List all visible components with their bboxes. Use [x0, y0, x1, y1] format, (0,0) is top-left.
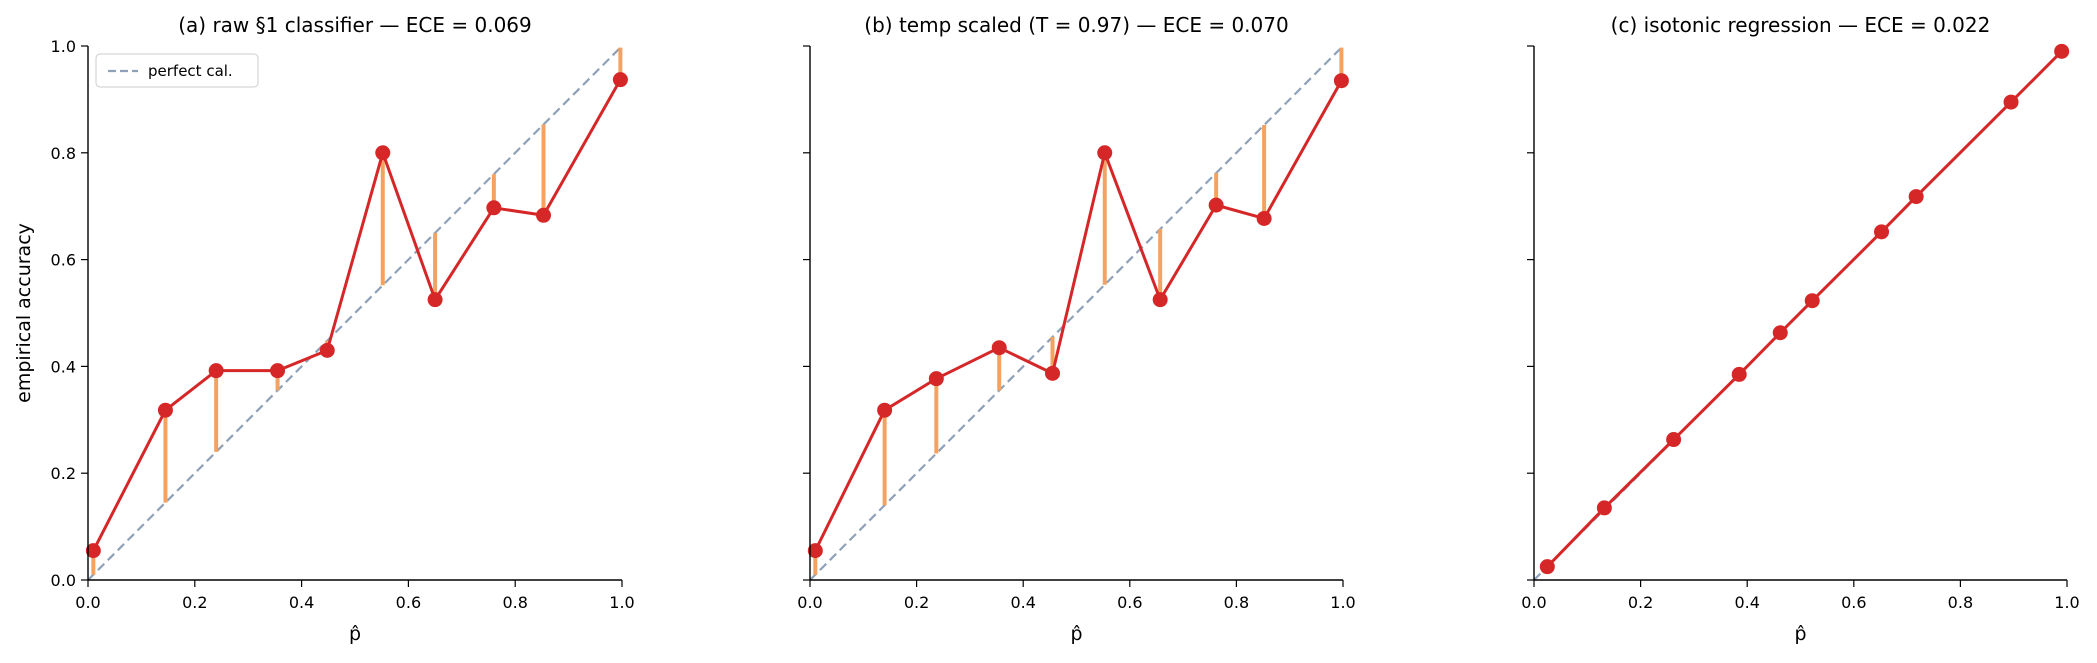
data-point — [612, 72, 628, 88]
data-point — [157, 402, 173, 418]
y-tick-label: 0.4 — [51, 357, 76, 376]
data-point — [807, 543, 823, 559]
x-tick-label: 0.8 — [502, 593, 527, 612]
reliability-curve — [1546, 50, 2063, 568]
x-tick-label: 0.6 — [1841, 593, 1866, 612]
x-tick-label: 0.8 — [1224, 593, 1249, 612]
data-point — [1731, 366, 1747, 382]
y-tick-label: 0.0 — [51, 571, 76, 590]
panel-c: (c) isotonic regression — ECE = 0.022 0.0… — [1521, 13, 2079, 645]
panel-title: (b) temp scaled (T = 0.97) — ECE = 0.070 — [864, 13, 1288, 37]
x-tick-label: 0.0 — [797, 593, 822, 612]
y-axis-label: empirical accuracy — [13, 223, 35, 403]
x-tick-label: 1.0 — [609, 593, 634, 612]
data-point — [2003, 94, 2019, 110]
data-point — [1666, 432, 1682, 448]
data-point — [208, 363, 224, 379]
data-point — [1804, 293, 1820, 309]
data-point — [1045, 365, 1061, 381]
panel-title: (a) raw §1 classifier — ECE = 0.069 — [178, 13, 532, 37]
x-axis-label: p̂ — [349, 623, 361, 645]
y-tick-label: 0.6 — [51, 251, 76, 270]
panel-b: (b) temp scaled (T = 0.97) — ECE = 0.070… — [797, 13, 1355, 645]
x-tick-label: 0.2 — [182, 593, 207, 612]
data-point — [427, 292, 443, 308]
legend: perfect cal. — [95, 53, 259, 88]
x-tick-label: 0.8 — [1948, 593, 1973, 612]
y-tick-label: 0.8 — [51, 144, 76, 163]
x-tick-label: 1.0 — [2054, 593, 2079, 612]
panel-a: (a) raw §1 classifier — ECE = 0.069 0.0 0.… — [13, 13, 635, 645]
data-point — [2054, 43, 2070, 59]
data-point — [1097, 145, 1113, 161]
data-point — [85, 543, 101, 559]
x-tick-label: 0.0 — [1521, 593, 1546, 612]
data-point — [319, 342, 335, 358]
x-tick-label: 0.4 — [289, 593, 314, 612]
data-point — [1333, 73, 1349, 89]
data-point — [1874, 224, 1890, 240]
x-tick-label: 0.4 — [1734, 593, 1759, 612]
data-point — [270, 363, 286, 379]
y-tick-label: 0.2 — [51, 464, 76, 483]
data-point — [1152, 292, 1168, 308]
data-point — [928, 371, 944, 387]
legend-label: perfect cal. — [148, 62, 233, 80]
data-point — [1908, 189, 1924, 205]
data-point — [1539, 559, 1555, 575]
panel-title: (c) isotonic regression — ECE = 0.022 — [1611, 13, 1991, 37]
x-tick-label: 0.2 — [904, 593, 929, 612]
x-axis-label: p̂ — [1070, 623, 1082, 645]
data-point — [486, 200, 502, 216]
y-tick-label: 1.0 — [51, 37, 76, 56]
legend-box — [95, 53, 259, 88]
data-point — [1208, 197, 1224, 213]
data-point — [1256, 210, 1272, 226]
data-point — [1596, 500, 1612, 516]
reliability-curve — [813, 79, 1343, 552]
data-point — [991, 340, 1007, 356]
data-point — [877, 402, 893, 418]
x-tick-label: 0.6 — [1117, 593, 1142, 612]
x-tick-label: 0.2 — [1628, 593, 1653, 612]
data-point — [375, 145, 391, 161]
x-tick-label: 0.0 — [75, 593, 100, 612]
data-point — [536, 207, 552, 223]
x-axis-label: p̂ — [1794, 623, 1806, 645]
x-tick-label: 0.4 — [1010, 593, 1035, 612]
x-tick-label: 1.0 — [1330, 593, 1355, 612]
x-tick-label: 0.6 — [396, 593, 421, 612]
reliability-curve — [92, 78, 622, 552]
data-point — [1772, 325, 1788, 341]
